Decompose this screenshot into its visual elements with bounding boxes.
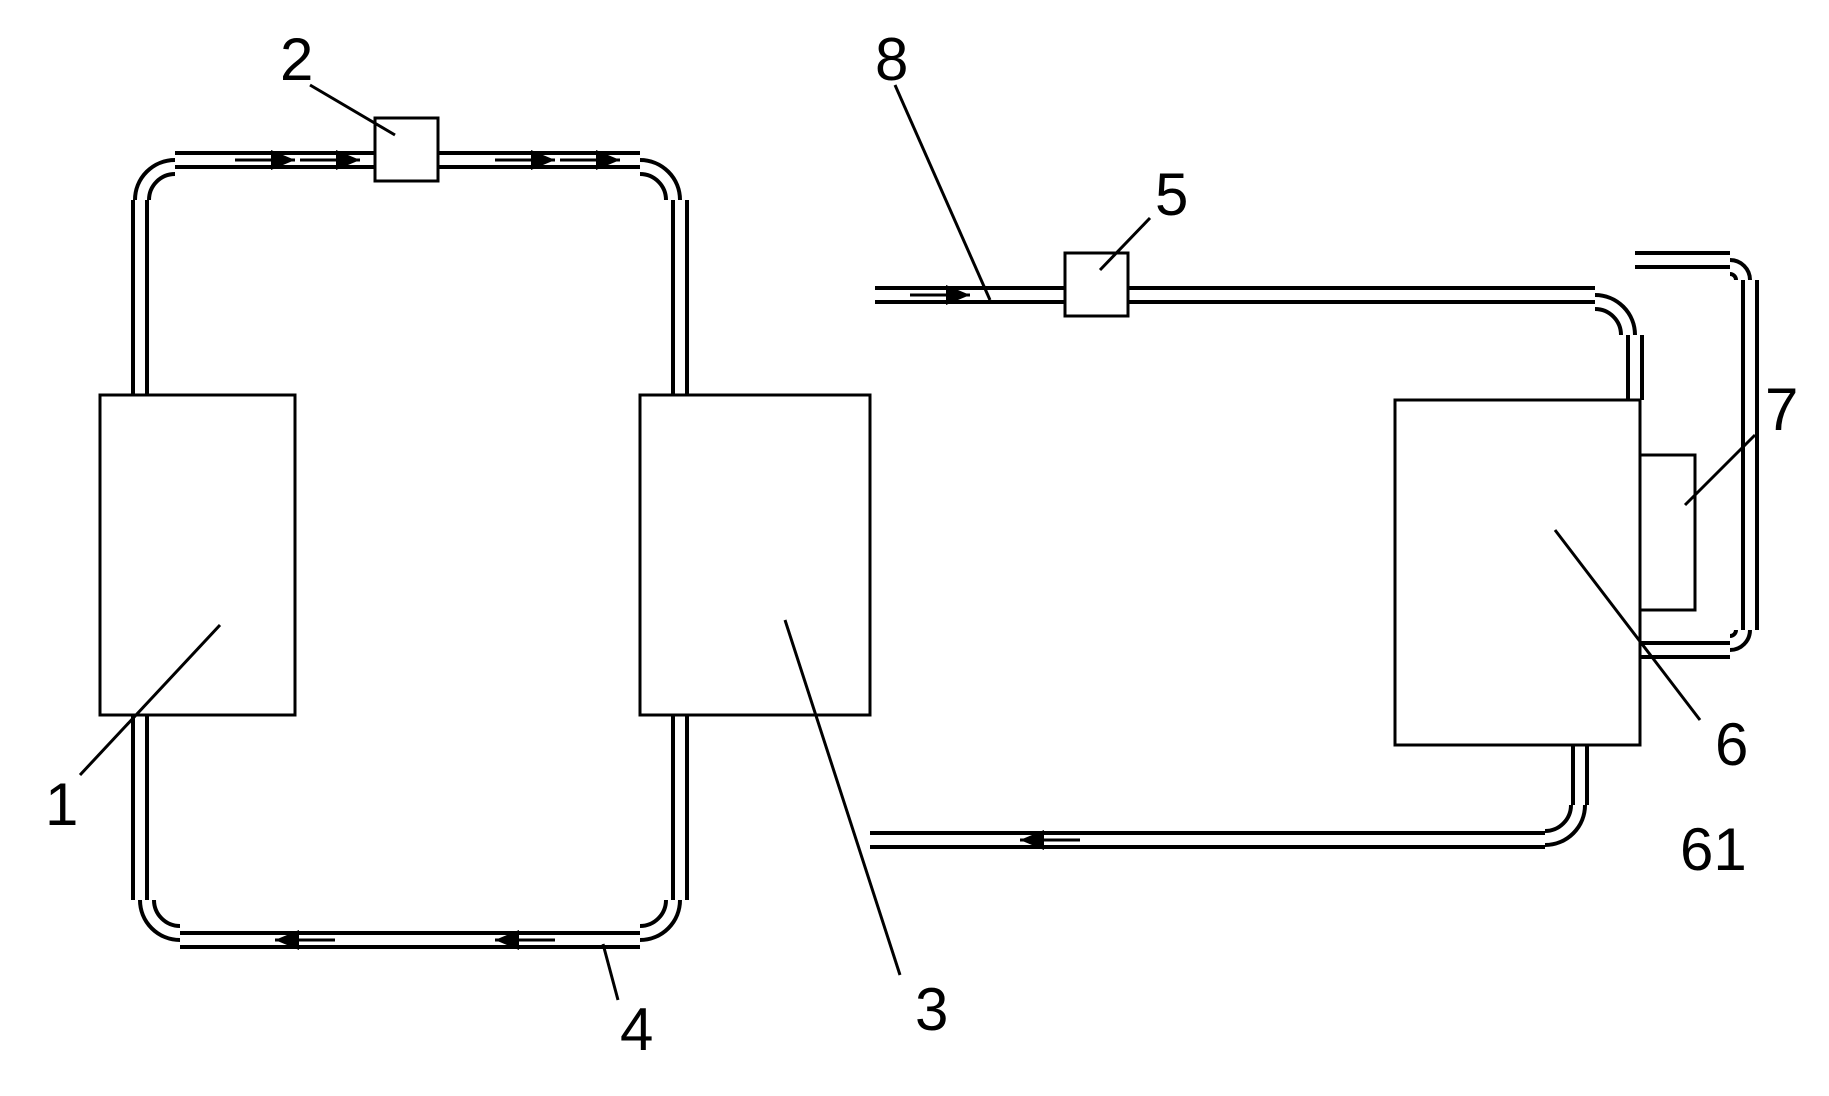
loop1-tr-corner xyxy=(640,160,680,200)
loop1-bottom xyxy=(180,933,640,947)
label-5-text: 5 xyxy=(1155,161,1188,228)
loop1-tl-corner xyxy=(135,160,175,200)
label-61: 61 xyxy=(1680,816,1747,883)
label-8-text: 8 xyxy=(875,26,908,93)
loop2-bottom-rise xyxy=(1573,745,1587,805)
box7-right xyxy=(1743,280,1757,630)
loop2-bottom xyxy=(870,833,1545,847)
loop2-tr-corner xyxy=(1595,295,1635,335)
label-4: 4 xyxy=(603,944,653,1063)
loop1-br-corner xyxy=(640,900,680,940)
label-61-text: 61 xyxy=(1680,816,1747,883)
box7-tr-corner xyxy=(1730,260,1750,280)
label-4-text: 4 xyxy=(620,996,653,1063)
box7-br-corner xyxy=(1730,630,1750,650)
label-1-text: 1 xyxy=(45,771,78,838)
box-7 xyxy=(1640,455,1695,610)
box-5 xyxy=(1065,253,1128,316)
loop2-top-right xyxy=(1128,288,1595,302)
loop1-bl-corner xyxy=(140,900,180,940)
label-7-text: 7 xyxy=(1765,376,1798,443)
box-3 xyxy=(640,395,870,715)
box-6 xyxy=(1395,400,1640,745)
label-6-text: 6 xyxy=(1715,711,1748,778)
box-1 xyxy=(100,395,295,715)
boxes-layer xyxy=(100,118,1695,745)
loop2-right xyxy=(1628,335,1642,400)
label-3-text: 3 xyxy=(915,976,948,1043)
box7-bottom xyxy=(1640,643,1730,657)
box7-top xyxy=(1635,253,1730,267)
label-8: 8 xyxy=(875,26,990,300)
loop2-br-corner xyxy=(1545,805,1585,845)
label-2-text: 2 xyxy=(280,26,313,93)
